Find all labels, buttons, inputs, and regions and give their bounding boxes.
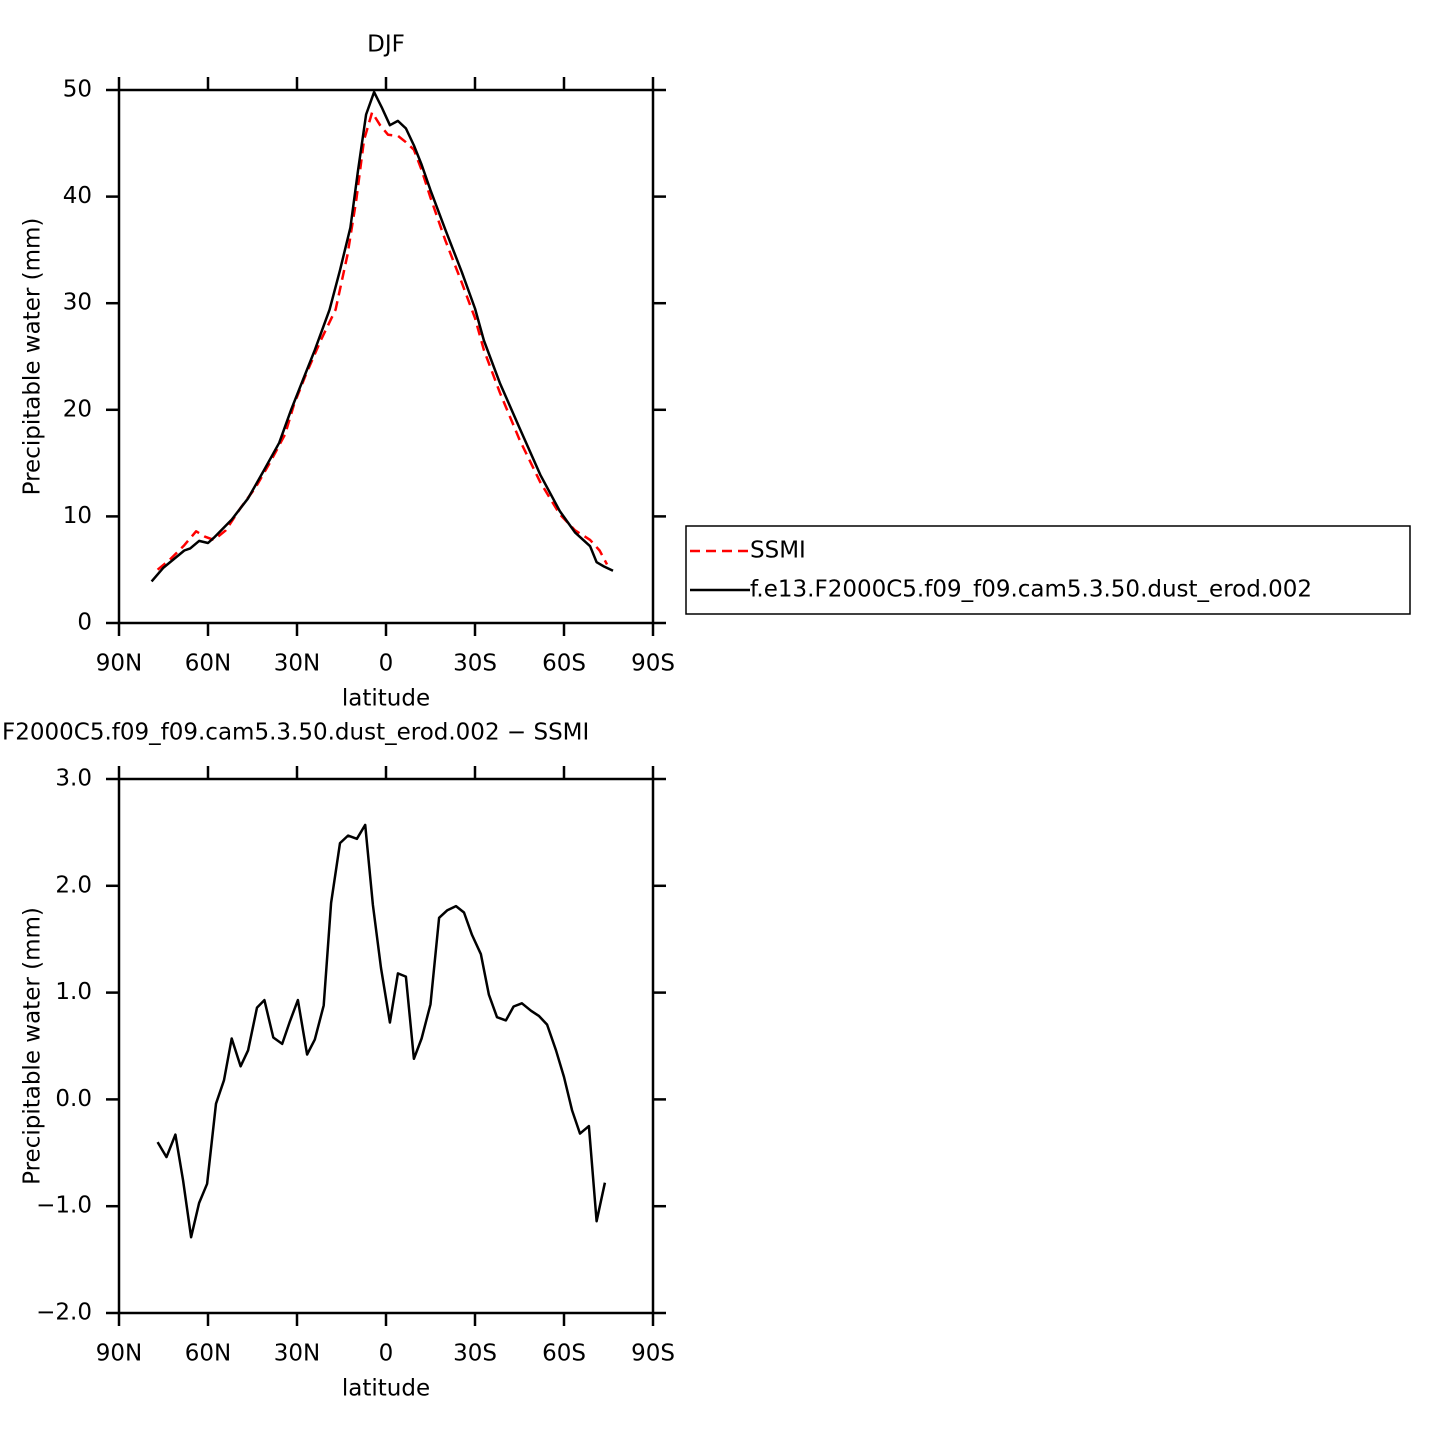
x-axis-label: latitude	[342, 1376, 430, 1402]
y-tick-label: −1.0	[36, 1193, 92, 1219]
plot-frame	[117, 88, 655, 625]
x-tick-label: 60S	[542, 651, 586, 677]
y-axis-label: Precipitable water (mm)	[20, 907, 46, 1185]
y-tick-label: 30	[63, 290, 92, 316]
legend-label: f.e13.F2000C5.f09_f09.cam5.3.50.dust_ero…	[750, 577, 1312, 603]
x-axis-label: latitude	[342, 686, 430, 712]
y-tick-label: 1.0	[55, 979, 92, 1005]
x-tick-label: 90N	[96, 651, 142, 677]
y-tick-label: 50	[63, 77, 92, 103]
legend-box	[685, 525, 1411, 615]
y-tick-label: 0.0	[55, 1086, 92, 1112]
y-tick-label: 40	[63, 183, 92, 209]
x-tick-label: 30S	[453, 1341, 497, 1367]
y-axis-label: Precipitable water (mm)	[20, 218, 46, 496]
y-tick-label: 0	[77, 610, 92, 636]
x-tick-label: 30N	[274, 1341, 320, 1367]
x-tick-label: 60N	[185, 651, 231, 677]
x-tick-label: 90N	[96, 1341, 142, 1367]
y-tick-label: 20	[63, 396, 92, 422]
data-line	[156, 111, 609, 571]
y-tick-label: 3.0	[55, 766, 92, 792]
chart-title: F2000C5.f09_f09.cam5.3.50.dust_erod.002 …	[2, 720, 589, 746]
data-line	[156, 823, 607, 1239]
legend-label: SSMI	[750, 538, 806, 564]
x-tick-label: 0	[379, 651, 394, 677]
y-tick-label: −2.0	[36, 1300, 92, 1326]
x-tick-label: 90S	[631, 651, 675, 677]
x-tick-label: 30N	[274, 651, 320, 677]
y-tick-label: 2.0	[55, 872, 92, 898]
plot-frame	[117, 777, 655, 1315]
y-tick-label: 10	[63, 503, 92, 529]
x-tick-label: 90S	[631, 1341, 675, 1367]
x-tick-label: 30S	[453, 651, 497, 677]
data-line	[150, 90, 614, 583]
x-tick-label: 60N	[185, 1341, 231, 1367]
x-tick-label: 60S	[542, 1341, 586, 1367]
chart-title: DJF	[367, 32, 405, 58]
x-tick-label: 0	[379, 1341, 394, 1367]
